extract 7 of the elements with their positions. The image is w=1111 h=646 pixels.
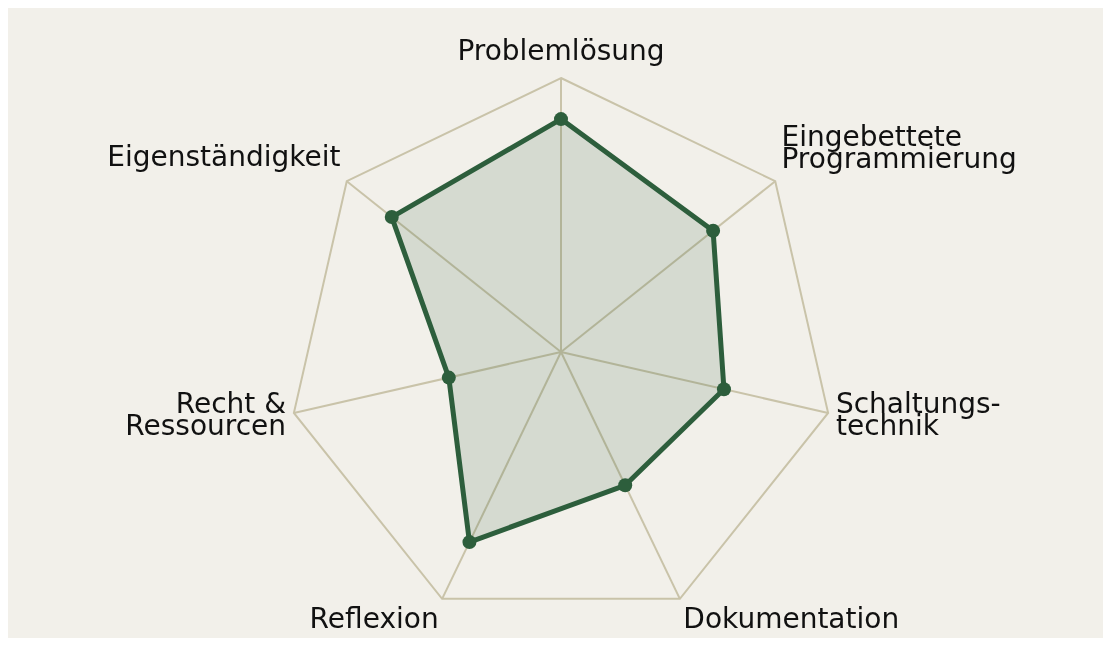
spoke-label: Recht & Ressourcen bbox=[125, 386, 287, 442]
spoke-label: Dokumentation bbox=[683, 602, 900, 636]
spoke-label: Schaltungs- technik bbox=[835, 386, 1001, 442]
spoke-label: Eigenständigkeit bbox=[107, 140, 341, 174]
spoke-label: Eingebettete Programmierung bbox=[781, 120, 1017, 176]
spoke-label: Problemlösung bbox=[457, 34, 665, 67]
spoke-label: Reflexion bbox=[309, 602, 439, 636]
